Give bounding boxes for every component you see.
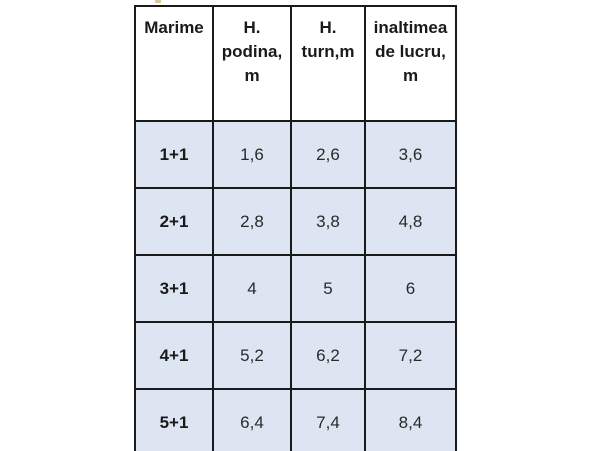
header-h-turn: H. turn,m — [290, 5, 366, 122]
cell-marime: 1+1 — [134, 120, 214, 189]
cell-h-podina: 1,6 — [212, 120, 292, 189]
table-row: 5+1 6,4 7,4 8,4 — [134, 388, 457, 451]
header-inaltimea-de-lucru: inaltimea de lucru, m — [364, 5, 457, 122]
header-line: H. — [243, 18, 261, 37]
cell-inaltimea-de-lucru: 7,2 — [364, 321, 457, 390]
cell-inaltimea-de-lucru: 4,8 — [364, 187, 457, 256]
header-line: m — [244, 66, 260, 85]
header-line: de lucru, — [375, 42, 446, 61]
header-marime: Marime — [134, 5, 214, 122]
cell-inaltimea-de-lucru: 8,4 — [364, 388, 457, 451]
header-line: inaltimea — [373, 18, 448, 37]
scaffold-spec-table: Marime H. podina, m H. turn,m inaltimea … — [134, 5, 457, 451]
cell-marime: 3+1 — [134, 254, 214, 323]
cell-h-turn: 6,2 — [290, 321, 366, 390]
cell-h-turn: 2,6 — [290, 120, 366, 189]
decorative-tick — [155, 0, 161, 3]
table-row: 1+1 1,6 2,6 3,6 — [134, 120, 457, 189]
header-line: Marime — [144, 18, 204, 37]
header-line: m — [402, 66, 419, 85]
cell-h-podina: 5,2 — [212, 321, 292, 390]
cell-h-turn: 7,4 — [290, 388, 366, 451]
cell-marime: 2+1 — [134, 187, 214, 256]
cell-marime: 5+1 — [134, 388, 214, 451]
header-h-podina: H. podina, m — [212, 5, 292, 122]
cell-inaltimea-de-lucru: 3,6 — [364, 120, 457, 189]
table-header-row: Marime H. podina, m H. turn,m inaltimea … — [134, 5, 457, 122]
cell-marime: 4+1 — [134, 321, 214, 390]
cell-h-turn: 3,8 — [290, 187, 366, 256]
cell-h-turn: 5 — [290, 254, 366, 323]
cell-h-podina: 6,4 — [212, 388, 292, 451]
table-row: 4+1 5,2 6,2 7,2 — [134, 321, 457, 390]
header-line: H. — [319, 18, 337, 37]
cell-inaltimea-de-lucru: 6 — [364, 254, 457, 323]
cell-h-podina: 4 — [212, 254, 292, 323]
header-line: podina, — [221, 42, 283, 61]
cell-h-podina: 2,8 — [212, 187, 292, 256]
table-row: 3+1 4 5 6 — [134, 254, 457, 323]
table-row: 2+1 2,8 3,8 4,8 — [134, 187, 457, 256]
header-line: turn,m — [301, 42, 355, 61]
